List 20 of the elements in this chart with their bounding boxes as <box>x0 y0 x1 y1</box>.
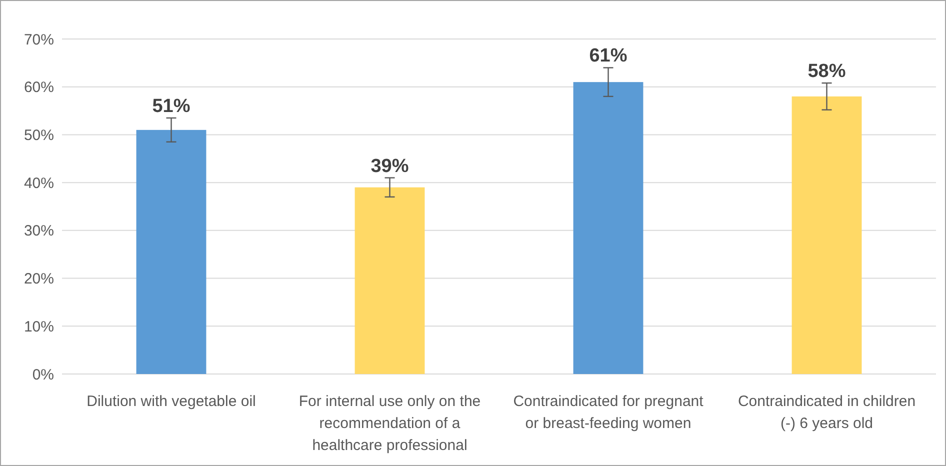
data-label: 39% <box>370 156 409 177</box>
y-tick-label: 20% <box>24 270 54 288</box>
bar <box>136 130 206 374</box>
y-tick-label: 50% <box>24 126 54 144</box>
x-tick-label: Contraindicated in children (-) 6 years old <box>738 393 916 432</box>
y-tick-label: 10% <box>24 318 54 336</box>
y-tick-label: 70% <box>24 31 54 48</box>
y-tick-label: 60% <box>24 79 54 96</box>
data-label: 51% <box>152 96 190 117</box>
x-tick-label: Contraindicated for pregnant or breast-feeding women <box>513 393 704 432</box>
x-tick-label: Dilution with vegetable oil <box>86 393 256 410</box>
data-label: 61% <box>589 46 628 67</box>
y-tick-label: 0% <box>32 366 54 384</box>
bar <box>792 96 862 374</box>
x-tick-label: For internal use only on the recommendation of a healthcare professional <box>298 393 481 454</box>
y-tick-label: 30% <box>24 222 54 240</box>
y-tick-label: 40% <box>24 174 54 192</box>
data-label: 58% <box>808 61 846 82</box>
bar <box>354 187 425 374</box>
bar <box>573 82 644 374</box>
